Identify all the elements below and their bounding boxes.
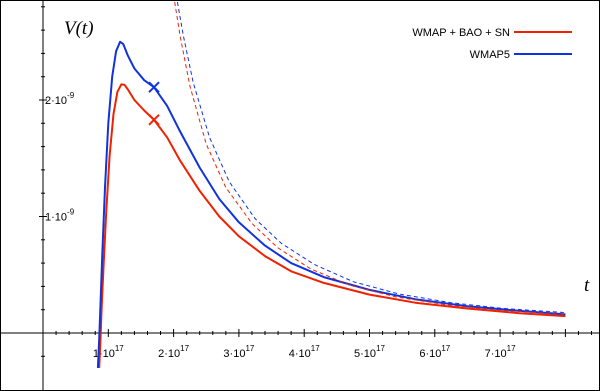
x-tick-label: 5·1017 [354, 344, 385, 360]
x-tick-label: 7·1017 [485, 344, 516, 360]
x-tick-label: 6·1017 [419, 344, 450, 360]
x-tick-label: 3·1017 [223, 344, 254, 360]
series-line-3 [176, 0, 566, 314]
series-line-0 [98, 83, 566, 368]
series-marker-1 [148, 81, 160, 93]
series-line-2 [173, 0, 566, 315]
legend: WMAP + BAO + SN WMAP5 [412, 27, 572, 61]
y-tick-label: 2·10-9 [45, 91, 75, 107]
legend-entry-label: WMAP5 [470, 49, 510, 61]
tick-labels: 1·1017 2·1017 3·1017 4·1017 5·1017 6·1017 7·10… [45, 91, 516, 360]
marker-stroke [148, 114, 160, 126]
series-line-1 [96, 40, 566, 368]
y-axis-label: V(t) [64, 18, 94, 39]
marker-stroke [148, 81, 160, 93]
x-tick-label: 2·1017 [158, 344, 189, 360]
series-marker-0 [148, 114, 160, 126]
x-axis-label: t [584, 275, 590, 296]
x-tick-label: 4·1017 [289, 344, 320, 360]
legend-entry-label: WMAP + BAO + SN [412, 27, 510, 39]
series-markers [148, 81, 160, 126]
y-tick-label: 1·10-9 [45, 208, 75, 224]
